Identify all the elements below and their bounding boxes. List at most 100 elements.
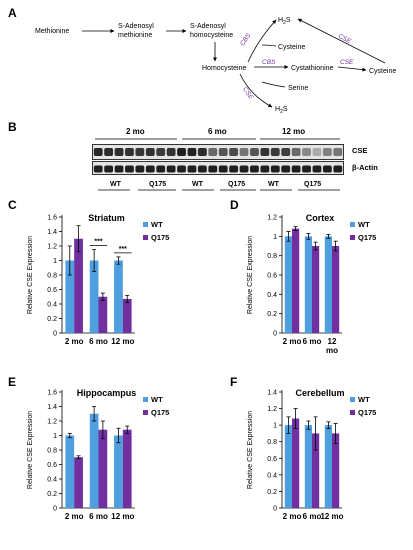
y-tick-label: 0.4	[267, 292, 277, 299]
cse-band	[197, 148, 207, 156]
blot-geno-4: Q175	[228, 181, 245, 188]
y-tick-label: 0.4	[47, 477, 57, 484]
cse-band	[135, 148, 145, 156]
y-tick-label: 0.6	[47, 287, 57, 294]
blot-geno-1: WT	[110, 181, 122, 188]
legend-label-wt: WT	[151, 220, 163, 229]
panel-label-f: F	[230, 375, 238, 389]
x-tick-label: 12 mo	[320, 512, 343, 521]
node-cystathionine: Cystathionine	[291, 65, 334, 72]
blot-actin-box	[92, 161, 344, 175]
actin-band	[93, 165, 103, 173]
cse-band	[239, 148, 249, 156]
y-tick-label: 0	[53, 506, 57, 513]
y-tick-label: 0.8	[267, 439, 277, 446]
node-sam-line2: methionine	[118, 32, 152, 39]
blot-age-12mo: 12 mo	[282, 127, 305, 136]
cse-band	[218, 148, 228, 156]
bar-wt-2	[114, 260, 123, 333]
blot-geno-5: WT	[268, 181, 280, 188]
actin-band	[114, 165, 124, 173]
bar-q175-0	[292, 228, 300, 333]
y-tick-label: 1.2	[47, 419, 57, 426]
x-tick-label: 2 mo	[283, 512, 302, 521]
cse-band	[125, 148, 134, 156]
node-serine: Serine	[288, 85, 308, 92]
connector-cysteine	[261, 44, 277, 47]
chart-title: Cortex	[306, 213, 335, 223]
bar-wt-2	[114, 435, 123, 508]
cse-band	[156, 148, 166, 156]
cse-band	[229, 148, 239, 156]
panel-label-b: B	[8, 120, 17, 134]
cse-band	[322, 148, 332, 156]
enzyme-cse-1: CSE	[340, 59, 354, 66]
y-tick-label: 1.6	[47, 390, 57, 397]
bar-q175-2	[122, 429, 132, 508]
blot-panel: 2 mo 6 mo 12 mo CSE β-Actin WT Q175 WT Q…	[0, 118, 413, 196]
bar-wt-2	[324, 425, 332, 508]
y-tick-label: 0.8	[47, 273, 57, 280]
legend-label-wt: WT	[151, 395, 163, 404]
bar-wt-0	[65, 260, 75, 333]
actin-band	[229, 165, 239, 173]
cse-band	[250, 148, 259, 156]
bar-q175-0	[292, 418, 300, 508]
cse-band	[291, 148, 301, 156]
y-tick-label: 0.6	[47, 462, 57, 469]
y-tick-label: 1.4	[47, 229, 57, 236]
legend-label-q175: Q175	[358, 233, 376, 242]
arrow-hcy-h2s-top	[247, 19, 277, 63]
blot-geno-6: Q175	[304, 181, 321, 188]
x-tick-label: 6 mo	[303, 512, 322, 521]
y-tick-label: 1.2	[267, 406, 277, 413]
blot-geno-3: WT	[192, 181, 204, 188]
node-methionine: Methionine	[35, 28, 69, 35]
enzyme-cbs-1: CBS	[239, 32, 253, 48]
y-tick-label: 0	[273, 331, 277, 338]
cse-band	[333, 148, 343, 156]
actin-bands	[93, 165, 343, 173]
node-h2s-bottom: H2S	[275, 106, 288, 115]
actin-band	[281, 165, 291, 173]
legend-label-wt: WT	[358, 395, 370, 404]
node-sam-line1: S-Adenosyl	[118, 23, 154, 30]
y-tick-label: 0.6	[267, 273, 277, 280]
x-tick-label: 2 mo	[65, 512, 84, 521]
node-h2s-top: H2S	[278, 17, 291, 26]
connector-serine	[261, 81, 286, 88]
cse-band	[312, 148, 322, 156]
y-tick-label: 1.2	[47, 244, 57, 251]
arrow-hcy-h2s-bottom	[239, 73, 273, 108]
bar-q175-1	[98, 296, 108, 333]
actin-band	[177, 165, 186, 173]
x-tick-label: 6 mo	[89, 512, 108, 521]
actin-band	[270, 165, 280, 173]
actin-band	[322, 165, 332, 173]
legend-swatch-wt	[143, 222, 148, 227]
legend-label-q175: Q175	[151, 233, 169, 242]
bar-q175-2	[332, 433, 340, 508]
y-tick-label: 1.2	[267, 215, 277, 222]
bar-q175-1	[312, 246, 320, 333]
x-tick-label: 6 mo	[303, 337, 322, 346]
cse-band	[93, 148, 103, 156]
bar-wt-1	[304, 425, 312, 508]
node-sah-line1: S-Adenosyl	[190, 23, 226, 30]
pathway-diagram: Methionine S-Adenosyl methionine S-Adeno…	[35, 17, 396, 115]
cse-band	[177, 148, 186, 156]
chart-title: Striatum	[88, 213, 125, 223]
legend-label-wt: WT	[358, 220, 370, 229]
y-axis-label: Relative CSE Expression	[247, 236, 254, 314]
blot-ages-svg: 2 mo 6 mo 12 mo	[95, 127, 340, 140]
actin-band	[333, 165, 343, 173]
y-tick-label: 1	[53, 258, 57, 265]
y-tick-label: 0.2	[267, 489, 277, 496]
actin-band	[250, 165, 259, 173]
actin-band	[197, 165, 207, 173]
y-tick-label: 0.8	[267, 253, 277, 260]
chart-cortex: Cortex Relative CSE Expression 0 0.2 0.4 0.6 0…	[247, 213, 376, 355]
enzyme-cse-3: CSE	[241, 86, 255, 102]
node-homocysteine: Homocysteine	[202, 65, 246, 72]
bar-q175-0	[74, 457, 83, 508]
